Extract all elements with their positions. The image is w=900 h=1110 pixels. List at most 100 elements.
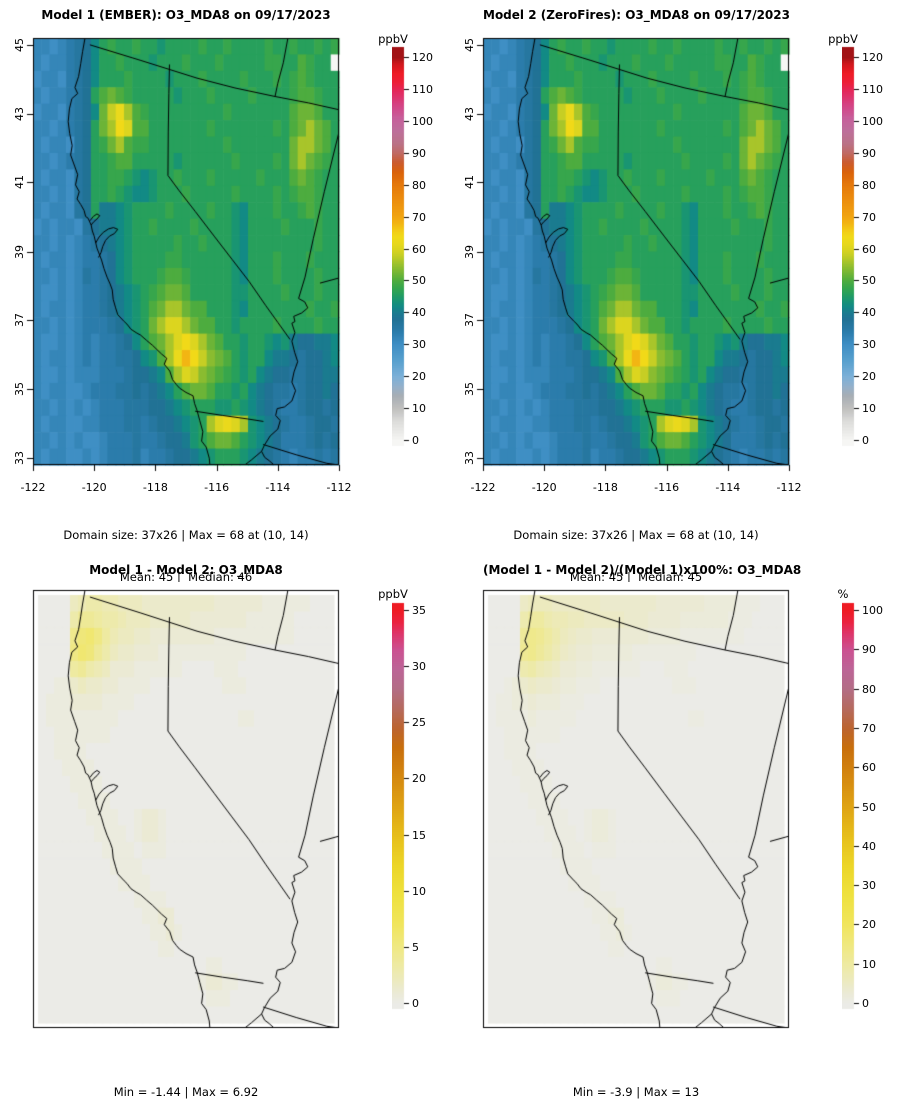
stats-caption-line2: Mean: 45 | Median: 46 (119, 570, 253, 584)
stats-caption: Min = -1.44 | Max = 6.92 Mean: 0.334 | M… (33, 1057, 339, 1110)
colorbar-tick-label: 0 (412, 434, 419, 447)
colorbar-tick-label: 0 (862, 997, 869, 1010)
panel-percent-difference-map: (Model 1 - Model 2)/(Model 1)x100%: O3_M… (450, 555, 900, 1110)
colorbar-tick-label: 110 (412, 82, 433, 96)
colorbar-tick-label: 120 (862, 51, 883, 64)
colorbar-tick-label: 40 (862, 839, 876, 853)
colorbar-canvas (392, 40, 412, 452)
colorbar-unit-label: ppbV (378, 32, 408, 46)
colorbar-canvas (842, 595, 862, 1013)
colorbar-tick-label: 25 (412, 716, 426, 730)
colorbar-canvas (842, 40, 862, 452)
y-axis-tick-label: 45 (463, 37, 476, 52)
colorbar-tick-label: 35 (412, 604, 426, 617)
colorbar-tick-label: 0 (862, 434, 869, 447)
stats-caption-line1: Domain size: 37x26 | Max = 68 at (10, 14… (513, 528, 759, 542)
colorbar-tick-label: 50 (412, 274, 426, 288)
x-axis-tick-label: -112 (776, 481, 802, 494)
x-axis-tick-label: -118 (142, 481, 168, 494)
y-axis-tick-label: 41 (463, 175, 476, 190)
map-canvas (475, 582, 797, 1036)
y-axis-tick-label: 45 (13, 37, 26, 52)
y-axis-tick-label: 33 (463, 450, 476, 465)
colorbar-tick-label: 90 (412, 146, 426, 160)
colorbar-tick-label: 30 (862, 879, 876, 893)
colorbar-unit-label: % (837, 587, 849, 601)
map-canvas (475, 30, 797, 473)
map-canvas (25, 582, 347, 1036)
y-axis-tick-label: 39 (13, 244, 26, 259)
x-axis-tick-label: -122 (470, 481, 496, 494)
map-canvas (25, 30, 347, 473)
x-axis-tick-label: -112 (326, 481, 352, 494)
x-axis-tick-label: -118 (592, 481, 618, 494)
y-axis-tick-label: 39 (463, 244, 476, 259)
colorbar-tick-label: 5 (412, 940, 419, 954)
colorbar-tick-label: 110 (862, 82, 883, 96)
x-axis-tick-label: -114 (265, 481, 291, 494)
panel-model1-map: Model 1 (EMBER): O3_MDA8 on 09/17/2023 p… (0, 0, 450, 584)
colorbar-tick-label: 90 (862, 146, 876, 160)
x-axis-tick-label: -122 (20, 481, 46, 494)
stats-caption-line1: Domain size: 37x26 | Max = 68 at (10, 14… (63, 528, 309, 542)
colorbar-tick-label: 60 (862, 761, 876, 775)
y-axis-tick-label: 37 (463, 313, 476, 328)
x-axis-tick-label: -120 (81, 481, 107, 494)
colorbar-tick-label: 20 (412, 370, 426, 384)
colorbar-tick-label: 100 (862, 604, 883, 617)
colorbar-tick-label: 20 (862, 918, 876, 932)
colorbar-tick-label: 20 (412, 772, 426, 786)
colorbar-tick-label: 70 (862, 210, 876, 224)
colorbar-tick-label: 40 (412, 306, 426, 320)
y-axis-tick-label: 43 (13, 106, 26, 121)
stats-caption: Domain size: 37x26 | Max = 68 at (10, 14… (483, 500, 789, 612)
stats-caption: Min = -3.9 | Max = 13 Mean: 0.7 | Median… (483, 1057, 789, 1110)
colorbar-tick-label: 90 (862, 643, 876, 657)
colorbar-tick-label: 120 (412, 51, 433, 64)
colorbar-tick-label: 100 (412, 114, 433, 128)
stats-caption-line1: Min = -1.44 | Max = 6.92 (113, 1085, 259, 1099)
colorbar-tick-label: 10 (862, 402, 876, 416)
y-axis-tick-label: 33 (13, 450, 26, 465)
colorbar-tick-label: 20 (862, 370, 876, 384)
panel-title: (Model 1 - Model 2)/(Model 1)x100%: O3_M… (483, 563, 802, 577)
panel-model2-map: Model 2 (ZeroFires): O3_MDA8 on 09/17/20… (450, 0, 900, 584)
colorbar-tick-label: 50 (862, 274, 876, 288)
x-axis-tick-label: -116 (204, 481, 230, 494)
colorbar-tick-label: 40 (862, 306, 876, 320)
colorbar-tick-label: 10 (412, 884, 426, 898)
colorbar-tick-label: 70 (862, 721, 876, 735)
stats-caption-line1: Min = -3.9 | Max = 13 (572, 1085, 700, 1099)
colorbar-tick-label: 10 (862, 957, 876, 971)
y-axis-tick-label: 37 (13, 313, 26, 328)
colorbar-tick-label: 60 (412, 242, 426, 256)
colorbar-tick-label: 15 (412, 828, 426, 842)
x-axis-tick-label: -120 (531, 481, 557, 494)
panel-title: Model 1 (EMBER): O3_MDA8 on 09/17/2023 (41, 8, 331, 22)
colorbar-tick-label: 30 (412, 338, 426, 352)
y-axis-tick-label: 41 (13, 175, 26, 190)
panel-title: Model 1 - Model 2: O3_MDA8 (89, 563, 283, 577)
colorbar-tick-label: 80 (862, 178, 876, 192)
y-axis-tick-label: 35 (13, 381, 26, 396)
colorbar-tick-label: 10 (412, 402, 426, 416)
colorbar-tick-label: 30 (412, 660, 426, 674)
colorbar-unit-label: ppbV (828, 32, 858, 46)
stats-caption-line2: Mean: 45 | Median: 45 (569, 570, 703, 584)
panel-title: Model 2 (ZeroFires): O3_MDA8 on 09/17/20… (483, 8, 790, 22)
colorbar-canvas (392, 595, 412, 1013)
colorbar-tick-label: 0 (412, 997, 419, 1010)
colorbar-tick-label: 80 (862, 682, 876, 696)
panel-difference-map: Model 1 - Model 2: O3_MDA8 ppbV 0 5 10 15 20… (0, 555, 450, 1110)
stats-caption: Domain size: 37x26 | Max = 68 at (10, 14… (33, 500, 339, 612)
colorbar-tick-label: 60 (862, 242, 876, 256)
colorbar-tick-label: 100 (862, 114, 883, 128)
y-axis-tick-label: 43 (463, 106, 476, 121)
colorbar-tick-label: 80 (412, 178, 426, 192)
x-axis-tick-label: -116 (654, 481, 680, 494)
y-axis-tick-label: 35 (463, 381, 476, 396)
colorbar-tick-label: 50 (862, 800, 876, 814)
colorbar-tick-label: 30 (862, 338, 876, 352)
colorbar-tick-label: 70 (412, 210, 426, 224)
